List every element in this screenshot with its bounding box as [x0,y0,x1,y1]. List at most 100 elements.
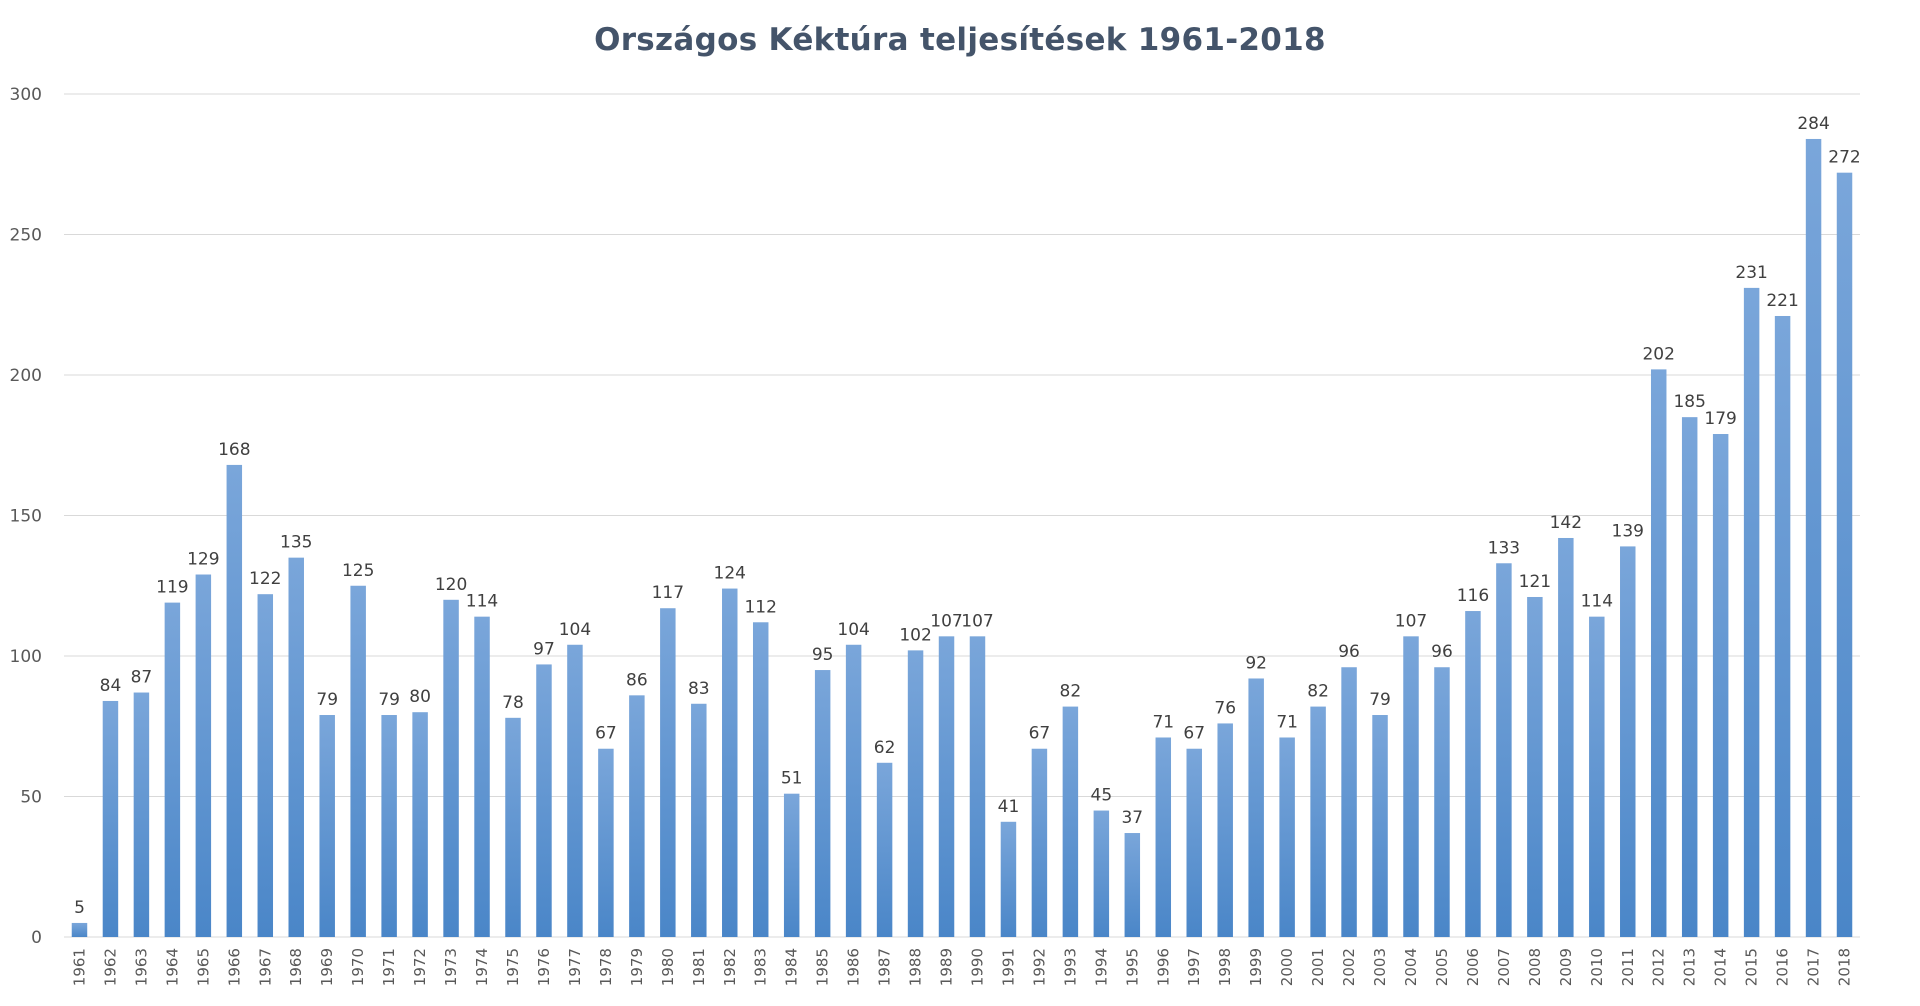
x-tick-label-1964: 1964 [163,948,181,986]
data-label-1981: 83 [688,679,710,699]
bar-2000 [1279,737,1295,937]
x-tick-label-2001: 2001 [1309,948,1327,986]
bar-1966 [226,464,243,937]
bar-1996 [1155,737,1172,937]
x-tick-label-1998: 1998 [1216,948,1234,986]
bar-1998 [1217,723,1233,937]
bar-2018 [1836,172,1853,937]
data-label-2017: 284 [1797,114,1829,134]
x-tick-label-2018: 2018 [1836,948,1854,986]
data-label-1964: 119 [156,578,188,598]
bar-1992 [1031,748,1048,937]
bar-1991 [1000,821,1017,937]
data-label-1977: 104 [559,620,591,640]
x-tick-label-1999: 1999 [1247,948,1265,986]
bar-2002 [1341,667,1357,937]
y-tick-label: 0 [31,928,42,948]
x-tick-label-1967: 1967 [256,948,274,986]
x-tick-label-1992: 1992 [1030,948,1048,986]
bar-1968 [288,557,304,937]
x-tick-label-1965: 1965 [194,948,212,986]
data-label-2000: 71 [1276,712,1298,732]
x-tick-label-2006: 2006 [1464,948,1482,986]
data-label-1975: 78 [502,693,524,713]
x-tick-label-1990: 1990 [968,948,986,986]
bar-1979 [629,695,645,937]
x-tick-label-1996: 1996 [1154,948,1172,986]
x-tick-label-2003: 2003 [1371,948,1389,986]
x-tick-label-1972: 1972 [411,948,429,986]
data-label-2016: 221 [1766,291,1798,311]
data-label-1993: 82 [1060,682,1082,702]
bar-1981 [691,703,707,937]
x-tick-label-1981: 1981 [690,948,708,986]
bar-1993 [1062,706,1079,937]
data-label-1989: 107 [930,611,962,631]
x-tick-label-1985: 1985 [814,948,832,986]
bar-1961 [71,922,88,937]
bar-2017 [1805,138,1822,937]
data-label-1991: 41 [998,797,1020,817]
data-label-1998: 76 [1214,698,1236,718]
bar-2006 [1465,611,1481,937]
data-label-1999: 92 [1245,653,1267,673]
x-tick-label-1966: 1966 [225,948,243,986]
bar-1994 [1093,810,1110,937]
bar-1964 [164,602,181,937]
x-tick-label-1980: 1980 [659,948,677,986]
data-label-2004: 107 [1395,611,1427,631]
x-tick-label-2004: 2004 [1402,948,1420,986]
data-label-2014: 179 [1704,409,1736,429]
bar-2016 [1774,315,1791,937]
bar-1976 [536,664,552,937]
bar-2012 [1650,369,1667,937]
data-label-2001: 82 [1307,682,1329,702]
x-tick-label-1975: 1975 [504,948,522,986]
data-label-1967: 122 [249,569,281,589]
data-label-2018: 272 [1828,148,1860,168]
data-label-1987: 62 [874,738,896,758]
x-tick-label-1974: 1974 [473,948,491,986]
x-tick-label-2017: 2017 [1805,948,1823,986]
x-tick-label-2005: 2005 [1433,948,1451,986]
bar-1982 [722,588,738,937]
bar-2013 [1681,417,1698,937]
data-label-2005: 96 [1431,642,1453,662]
bar-1989 [938,636,955,937]
x-tick-label-2015: 2015 [1743,948,1761,986]
bar-2014 [1712,434,1729,937]
bar-1965 [195,574,212,937]
x-tick-label-2016: 2016 [1774,948,1792,986]
data-label-1962: 84 [100,676,122,696]
bars [71,138,1853,937]
data-label-2002: 96 [1338,642,1360,662]
x-tick-label-1961: 1961 [70,948,88,986]
data-label-2010: 114 [1581,592,1613,612]
x-tick-label-2000: 2000 [1278,948,1296,986]
bar-1977 [567,644,583,937]
x-tick-label-2010: 2010 [1588,948,1606,986]
x-tick-label-1971: 1971 [380,948,398,986]
y-axis-ticks: 0 50 100 150 200 250 300 [10,85,42,948]
bar-2011 [1620,546,1636,937]
x-tick-label-1987: 1987 [876,948,894,986]
data-label-2012: 202 [1642,344,1674,364]
bar-1973 [443,599,459,937]
data-label-1990: 107 [961,611,993,631]
x-tick-label-2013: 2013 [1681,948,1699,986]
x-tick-label-1976: 1976 [535,948,553,986]
x-axis-ticks: 1961 1962 1963 1964 1965 1966 1967 1968 1969 1970… [70,948,1853,986]
y-tick-label: 50 [20,788,42,808]
bar-2004 [1403,636,1419,937]
data-label-1972: 80 [409,687,431,707]
data-label-1985: 95 [812,645,834,665]
x-tick-label-1963: 1963 [132,948,150,986]
data-label-1970: 125 [342,561,374,581]
bar-1997 [1186,748,1202,937]
bar-1975 [505,717,521,937]
data-label-1995: 37 [1121,808,1143,828]
data-label-1986: 104 [837,620,869,640]
bar-2009 [1558,537,1574,937]
